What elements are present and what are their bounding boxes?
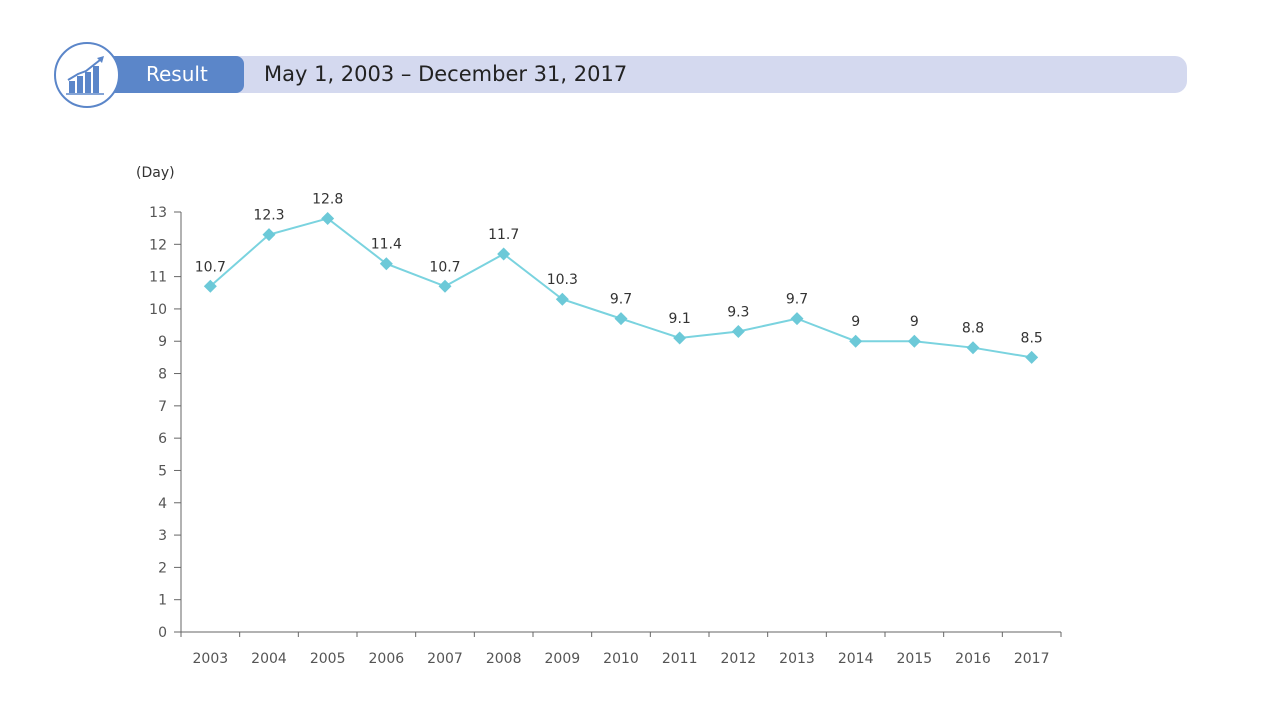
x-tick-label: 2008 (486, 651, 522, 667)
y-tick-label: 11 (149, 270, 167, 286)
y-tick-label: 13 (149, 205, 167, 221)
data-value-label: 8.8 (962, 321, 984, 337)
data-value-label: 10.7 (195, 259, 226, 275)
y-tick-label: 10 (149, 302, 167, 318)
result-badge-label: Result (146, 62, 208, 86)
x-tick-label: 2017 (1014, 651, 1050, 667)
x-tick-label: 2005 (310, 651, 346, 667)
x-tick-label: 2011 (662, 651, 698, 667)
x-tick-label: 2004 (251, 651, 287, 667)
data-value-label: 10.7 (429, 259, 460, 275)
data-point-marker (497, 247, 511, 261)
y-tick-label: 4 (158, 496, 167, 512)
period-text: May 1, 2003 – December 31, 2017 (264, 62, 628, 86)
data-point-marker (555, 292, 569, 306)
data-point-marker (262, 228, 276, 242)
x-tick-label: 2007 (427, 651, 463, 667)
y-tick-label: 9 (158, 334, 167, 350)
data-point-marker (790, 312, 804, 326)
result-header: Result May 1, 2003 – December 31, 2017 (0, 0, 1276, 120)
y-tick-label: 0 (158, 625, 167, 641)
y-tick-label: 7 (158, 399, 167, 415)
data-point-marker (379, 257, 393, 271)
y-tick-label: 8 (158, 367, 167, 383)
x-axis: 2003 2004 2005 2006 2007 2008 2009 2010 2011 2012… (180, 631, 1062, 667)
data-value-label: 8.5 (1021, 330, 1043, 346)
data-value-label: 11.7 (488, 227, 519, 243)
data-value-label: 9.1 (669, 311, 691, 327)
data-value-label: 9 (851, 314, 860, 330)
data-value-label: 12.8 (312, 191, 343, 207)
x-tick-label: 2003 (193, 651, 229, 667)
series-line (209, 217, 1032, 359)
data-value-label: 9.3 (727, 305, 749, 321)
y-tick-label: 1 (158, 593, 167, 609)
y-tick-label: 3 (158, 528, 167, 544)
data-value-label: 9.7 (786, 292, 808, 308)
data-point-marker (1025, 350, 1039, 364)
period-bar (80, 56, 1187, 93)
y-tick-label: 6 (158, 431, 167, 447)
series-group (203, 211, 1039, 364)
data-value-label: 11.4 (371, 237, 402, 253)
data-point-marker (321, 211, 335, 225)
growth-chart-icon (54, 42, 120, 108)
data-point-marker (849, 334, 863, 348)
y-tick-label: 12 (149, 237, 167, 253)
data-value-label: 9.7 (610, 292, 632, 308)
data-point-marker (966, 341, 980, 355)
data-point-marker (614, 312, 628, 326)
x-tick-label: 2015 (897, 651, 933, 667)
y-tick-label: 5 (158, 463, 167, 479)
data-labels: 10.7 12.3 12.8 11.4 10.7 11.7 10.3 9.7 9.1 9.3 9.7… (195, 191, 1043, 346)
data-point-marker (907, 334, 921, 348)
data-point-marker (438, 279, 452, 293)
x-tick-label: 2012 (721, 651, 757, 667)
data-point-marker (203, 279, 217, 293)
data-value-label: 10.3 (547, 272, 578, 288)
x-tick-label: 2014 (838, 651, 874, 667)
data-value-label: 9 (910, 314, 919, 330)
x-tick-label: 2016 (955, 651, 991, 667)
x-tick-label: 2006 (369, 651, 405, 667)
y-tick-label: 2 (158, 560, 167, 576)
growth-chart-icon-graphic (66, 56, 104, 95)
y-axis-unit-label: (Day) (136, 165, 175, 181)
x-tick-label: 2013 (779, 651, 815, 667)
x-tick-label: 2010 (603, 651, 639, 667)
data-point-marker (731, 325, 745, 339)
x-tick-label: 2009 (545, 651, 581, 667)
data-point-marker (673, 331, 687, 345)
data-value-label: 12.3 (253, 208, 284, 224)
